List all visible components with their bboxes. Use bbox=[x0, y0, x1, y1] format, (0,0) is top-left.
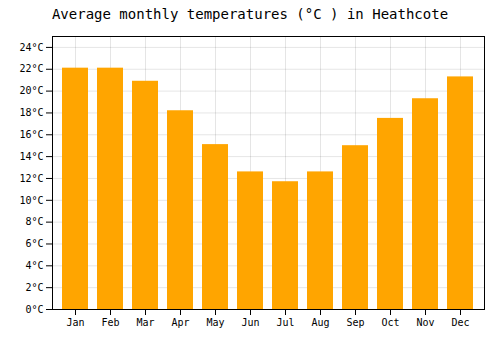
svg-text:Oct: Oct bbox=[381, 317, 399, 328]
svg-text:Aug: Aug bbox=[311, 317, 329, 328]
svg-text:Jul: Jul bbox=[276, 317, 294, 328]
svg-text:14°C: 14°C bbox=[19, 151, 43, 162]
svg-text:Jan: Jan bbox=[66, 317, 84, 328]
svg-text:10°C: 10°C bbox=[19, 195, 43, 206]
svg-text:Jun: Jun bbox=[241, 317, 259, 328]
svg-text:12°C: 12°C bbox=[19, 173, 43, 184]
svg-text:20°C: 20°C bbox=[19, 85, 43, 96]
html-text:Average monthly temperatures (: Average monthly temperatures (°C ) in He… bbox=[51, 6, 449, 22]
svg-text:4°C: 4°C bbox=[25, 260, 43, 271]
svg-text:Feb: Feb bbox=[101, 317, 119, 328]
svg-text:Apr: Apr bbox=[171, 317, 189, 328]
svg-text:0°C: 0°C bbox=[25, 304, 43, 315]
svg-text:6°C: 6°C bbox=[25, 238, 43, 249]
svg-text:May: May bbox=[206, 317, 224, 328]
svg-text:Dec: Dec bbox=[451, 317, 469, 328]
svg-text:22°C: 22°C bbox=[19, 63, 43, 74]
svg-text:Nov: Nov bbox=[416, 317, 434, 328]
svg-text:24°C: 24°C bbox=[19, 42, 43, 53]
svg-text:16°C: 16°C bbox=[19, 129, 43, 140]
svg-text:18°C: 18°C bbox=[19, 107, 43, 118]
svg-text:Mar: Mar bbox=[136, 317, 154, 328]
svg-text:8°C: 8°C bbox=[25, 216, 43, 227]
svg-text:Sep: Sep bbox=[346, 317, 364, 328]
svg-text:2°C: 2°C bbox=[25, 282, 43, 293]
